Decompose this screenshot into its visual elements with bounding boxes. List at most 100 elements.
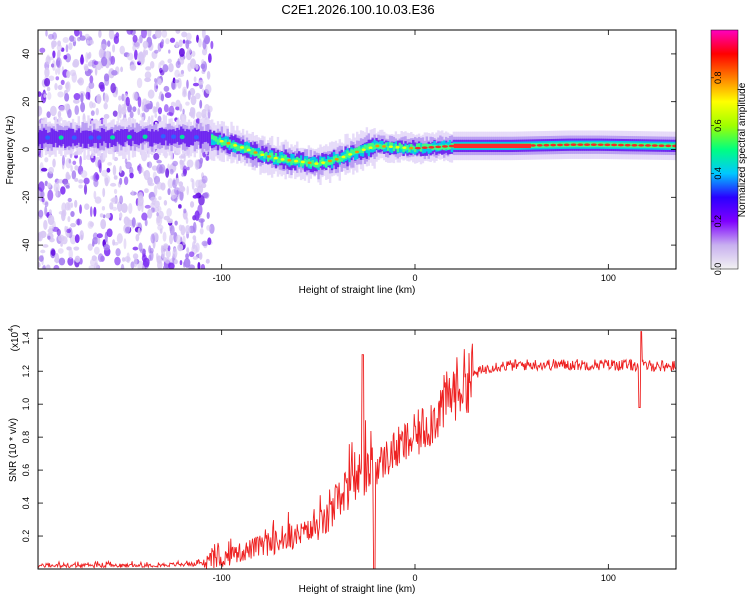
noise-speck <box>100 219 107 230</box>
noise-speck <box>68 42 73 50</box>
band-segment <box>419 146 423 152</box>
noise-speck <box>161 249 166 259</box>
noise-speck <box>182 165 188 175</box>
noise-speck <box>72 60 79 68</box>
band-segment <box>243 146 247 153</box>
noise-speck <box>147 177 153 186</box>
noise-speck <box>103 113 110 120</box>
noise-speck <box>154 30 162 39</box>
snr-y-axis: 0.2 0.4 0.6 0.8 1.0 1.2 1.4 <box>21 332 676 542</box>
noise-speck <box>187 90 191 101</box>
snr-panel: -100 0 100 0.2 0.4 0.6 0.8 1.0 1.2 1.4 Height of… <box>8 325 677 595</box>
noise-speck <box>65 82 70 90</box>
noise-speck <box>142 257 150 268</box>
noise-speck <box>55 68 58 76</box>
noise-speck <box>125 96 130 107</box>
noise-speck <box>198 179 203 188</box>
noise-speck <box>164 257 170 264</box>
noise-speck <box>48 166 55 174</box>
snr-frame <box>37 329 677 570</box>
y-tick-label: 1.4 <box>21 332 31 345</box>
noise-speck <box>182 86 187 95</box>
noise-speck <box>119 177 123 185</box>
band-segment <box>394 144 398 149</box>
noise-speck <box>73 93 81 101</box>
colorbar: 0.0 0.2 0.4 0.6 0.8 Normalized spectral ampl… <box>710 29 748 275</box>
band-segment <box>166 130 169 146</box>
noise-speck <box>93 206 97 217</box>
band-core <box>550 143 557 147</box>
band-segment <box>56 131 59 148</box>
noise-speck <box>41 197 45 203</box>
noise-speck <box>43 219 48 230</box>
noise-speck <box>175 60 181 69</box>
band-segment <box>354 149 357 161</box>
noise-speck <box>142 49 147 58</box>
band-segment <box>38 130 42 145</box>
band-segment <box>124 128 127 143</box>
band-blob <box>96 135 102 140</box>
y-tick-label: 1.2 <box>21 365 31 378</box>
noise-speck <box>107 40 111 47</box>
band-segment <box>359 148 363 153</box>
band-blob <box>126 134 132 140</box>
noise-speck <box>84 203 90 211</box>
band-core <box>253 151 258 154</box>
noise-speck <box>191 178 195 190</box>
x-tick-label: 100 <box>601 273 616 283</box>
band-segment <box>284 154 287 162</box>
noise-speck <box>182 235 186 246</box>
noise-speck <box>46 182 52 188</box>
band-segment <box>137 132 140 146</box>
noise-speck <box>209 223 215 234</box>
band-segment <box>415 143 419 149</box>
noise-speck <box>188 264 195 269</box>
spectrogram-x-axis: -100 0 100 <box>213 30 616 283</box>
band-segment <box>541 142 544 148</box>
noise-speck <box>111 206 118 211</box>
noise-speck <box>110 55 116 65</box>
noise-speck <box>99 213 104 218</box>
noise-speck <box>198 218 205 223</box>
noise-speck <box>45 30 48 37</box>
band-core <box>219 139 224 143</box>
band-segment <box>290 153 293 164</box>
noise-speck <box>132 246 139 251</box>
noise-speck <box>150 196 157 202</box>
band-segment <box>386 141 390 150</box>
band-segment <box>267 155 270 162</box>
noise-speck <box>139 34 143 44</box>
noise-speck <box>77 77 84 86</box>
noise-speck <box>129 64 137 71</box>
band-segment <box>212 135 216 141</box>
noise-speck <box>60 79 65 86</box>
noise-speck <box>175 177 179 186</box>
noise-speck <box>201 108 207 119</box>
noise-speck <box>83 184 88 195</box>
noise-speck <box>63 103 71 111</box>
noise-speck <box>64 92 70 102</box>
noise-speck <box>148 254 152 262</box>
noise-speck <box>119 45 125 55</box>
band-segment <box>133 131 137 144</box>
band-segment <box>325 161 328 168</box>
band-core <box>644 144 651 147</box>
noise-speck <box>86 39 89 45</box>
noise-speck <box>185 224 191 235</box>
noise-speck <box>72 160 77 166</box>
noise-speck <box>157 107 163 115</box>
band-segment <box>226 142 229 148</box>
band-segment <box>189 131 193 146</box>
band-core <box>617 143 624 147</box>
noise-speck <box>63 54 68 60</box>
snr-series-group <box>38 331 676 569</box>
noise-speck <box>160 60 165 66</box>
band-core <box>327 159 332 163</box>
band-segment <box>118 130 121 144</box>
noise-speck <box>112 44 116 53</box>
noise-speck <box>44 205 48 216</box>
noise-speck <box>143 171 147 177</box>
band-segment <box>299 160 303 167</box>
noise-speck <box>201 240 208 247</box>
noise-speck <box>136 52 144 63</box>
